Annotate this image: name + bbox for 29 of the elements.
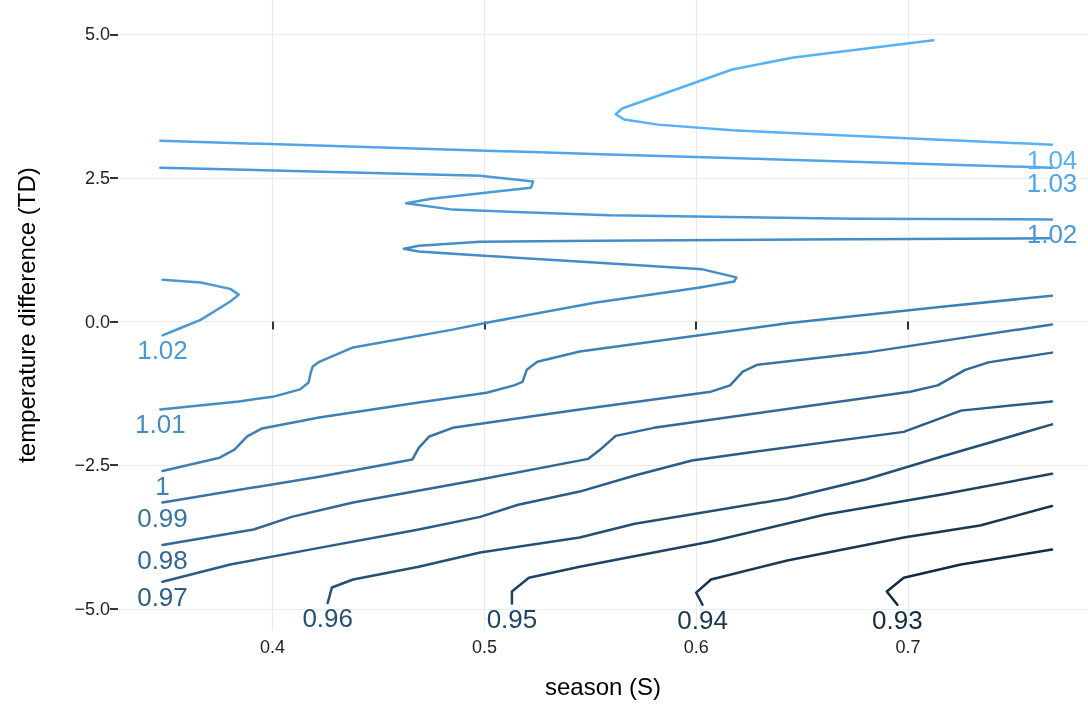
line-series <box>326 423 1054 605</box>
series-label: 1.01 <box>135 409 186 440</box>
series-label: 1.02 <box>1026 219 1078 250</box>
x-axis-title: season (S) <box>544 672 662 700</box>
series-label: 1 <box>155 470 170 501</box>
x-tick-label: 0.5 <box>471 637 497 657</box>
series-label: 1.04 <box>1026 144 1078 175</box>
series-label: 0.99 <box>137 502 188 533</box>
y-tick-label: 2.5 <box>84 168 110 189</box>
series-label: 0.94 <box>677 604 728 635</box>
series-label: 1.02 <box>137 335 188 366</box>
series-label: 0.95 <box>486 603 538 634</box>
x-tick-label: 0.7 <box>895 637 921 657</box>
y-axis-title: temperature difference (TD) <box>12 167 40 463</box>
y-tick-label: −5.0 <box>74 598 110 619</box>
line-series <box>885 548 1054 606</box>
series-label: 0.97 <box>137 581 188 612</box>
line-series <box>614 38 1054 146</box>
line-series <box>510 472 1054 605</box>
x-tick-label: 0.4 <box>260 637 286 657</box>
series-label: 0.98 <box>137 545 188 575</box>
line-series <box>694 504 1054 606</box>
series-label: 0.93 <box>872 604 923 635</box>
y-tick-label: 0.0 <box>84 311 110 332</box>
y-tick-label: 5.0 <box>84 24 110 45</box>
x-tick-label: 0.6 <box>683 637 709 657</box>
series-label: 0.96 <box>302 603 353 634</box>
y-tick-label: −2.5 <box>74 455 110 476</box>
line-series <box>161 278 240 337</box>
